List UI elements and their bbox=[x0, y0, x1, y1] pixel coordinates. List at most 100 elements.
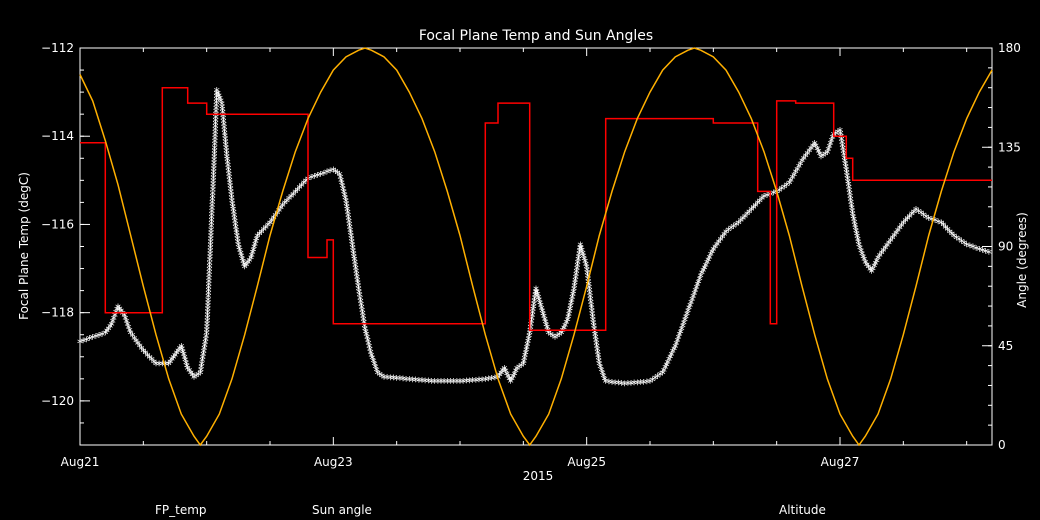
fp-temp-point: * bbox=[688, 297, 694, 311]
fp-temp-point: * bbox=[121, 310, 127, 324]
fp-temp-point: * bbox=[609, 377, 615, 391]
series-layer: * * * * * * * * * * * * * * * * * * * * * * * * * * * * * * * * * * * * * * * *… bbox=[77, 47, 993, 447]
fp-temp-point: * bbox=[679, 323, 685, 337]
x-tick-label: Aug21 bbox=[61, 455, 100, 469]
fp-temp-point: * bbox=[286, 193, 292, 207]
fp-temp-point: * bbox=[225, 160, 231, 174]
fp-temp-point: * bbox=[198, 361, 204, 375]
fp-temp-point: * bbox=[357, 290, 363, 304]
fp-temp-point: * bbox=[377, 369, 383, 383]
fp-temp-point: * bbox=[657, 369, 663, 383]
fp-temp-point: * bbox=[251, 242, 257, 256]
fp-temp-point: * bbox=[197, 367, 203, 381]
fp-temp-point: * bbox=[284, 195, 290, 209]
fp-temp-point: * bbox=[232, 213, 238, 227]
fp-temp-point: * bbox=[83, 334, 89, 348]
fp-temp-point: * bbox=[222, 131, 228, 145]
fp-temp-point: * bbox=[349, 237, 355, 251]
fp-temp-point: * bbox=[346, 216, 352, 230]
fp-temp-point: * bbox=[349, 240, 355, 254]
fp-temp-point: * bbox=[846, 185, 852, 199]
fp-temp-point: * bbox=[204, 328, 210, 342]
fp-temp-point: * bbox=[209, 215, 215, 229]
fp-temp-point: * bbox=[189, 370, 195, 384]
fp-temp-point: * bbox=[573, 272, 579, 286]
fp-temp-point: * bbox=[964, 240, 970, 254]
fp-temp-point: * bbox=[839, 137, 845, 151]
fp-temp-point: * bbox=[340, 184, 346, 198]
fp-temp-point: * bbox=[351, 254, 357, 268]
fp-temp-point: * bbox=[205, 306, 211, 320]
fp-temp-point: * bbox=[229, 195, 235, 209]
fp-temp-point: * bbox=[848, 194, 854, 208]
fp-temp-point: * bbox=[249, 250, 255, 264]
fp-temp-point: * bbox=[486, 373, 492, 387]
fp-temp-point: * bbox=[294, 184, 300, 198]
fp-temp-point: * bbox=[718, 234, 724, 248]
fp-temp-point: * bbox=[899, 220, 905, 234]
fp-temp-point: * bbox=[531, 298, 537, 312]
fp-temp-point: * bbox=[209, 209, 215, 223]
fp-temp-point: * bbox=[204, 316, 210, 330]
fp-temp-point: * bbox=[489, 373, 495, 387]
fp-temp-point: * bbox=[254, 231, 260, 245]
fp-temp-point: * bbox=[583, 259, 589, 273]
fp-temp-point: * bbox=[228, 190, 234, 204]
fp-temp-point: * bbox=[585, 270, 591, 284]
fp-temp-point: * bbox=[379, 370, 385, 384]
fp-temp-point: * bbox=[845, 179, 851, 193]
fp-temp-point: * bbox=[248, 253, 254, 267]
fp-temp-point: * bbox=[854, 228, 860, 242]
fp-temp-point: * bbox=[935, 216, 941, 230]
fp-temp-point: * bbox=[276, 205, 282, 219]
fp-temp-point: * bbox=[584, 264, 590, 278]
fp-temp-point: * bbox=[348, 228, 354, 242]
fp-temp-point: * bbox=[207, 252, 213, 266]
fp-temp-point: * bbox=[603, 376, 609, 390]
fp-temp-point: * bbox=[810, 141, 816, 155]
fp-temp-point: * bbox=[844, 167, 850, 181]
fp-temp-point: * bbox=[565, 314, 571, 328]
legend-sun-angle: Sun angle bbox=[312, 503, 372, 517]
fp-temp-point: * bbox=[550, 331, 556, 345]
fp-temp-point: * bbox=[543, 319, 549, 333]
fp-temp-point: * bbox=[235, 240, 241, 254]
fp-temp-point: * bbox=[638, 377, 644, 391]
fp-temp-point: * bbox=[205, 288, 211, 302]
fp-temp-point: * bbox=[208, 218, 214, 232]
fp-temp-point: * bbox=[814, 143, 820, 157]
fp-temp-point: * bbox=[360, 308, 366, 322]
fp-temp-point: * bbox=[224, 148, 230, 162]
fp-temp-point: * bbox=[416, 375, 422, 389]
fp-temp-point: * bbox=[77, 337, 83, 351]
fp-temp-point: * bbox=[504, 368, 510, 382]
fp-temp-point: * bbox=[208, 230, 214, 244]
fp-temp-point: * bbox=[354, 272, 360, 286]
fp-temp-point: * bbox=[534, 286, 540, 300]
fp-temp-point: * bbox=[347, 222, 353, 236]
fp-temp-point: * bbox=[575, 257, 581, 271]
fp-temp-point: * bbox=[911, 206, 917, 220]
fp-temp-point: * bbox=[554, 331, 560, 345]
fp-temp-point: * bbox=[205, 303, 211, 317]
fp-temp-point: * bbox=[221, 122, 227, 136]
fp-temp-point: * bbox=[589, 306, 595, 320]
fp-temp-point: * bbox=[612, 377, 618, 391]
fp-temp-point: * bbox=[145, 350, 151, 364]
fp-temp-point: * bbox=[882, 243, 888, 257]
fp-temp-point: * bbox=[615, 378, 621, 392]
fp-temp-point: * bbox=[208, 221, 214, 235]
fp-temp-point: * bbox=[764, 190, 770, 204]
fp-temp-point: * bbox=[232, 216, 238, 230]
fp-temp-point: * bbox=[513, 366, 519, 380]
fp-temp-point: * bbox=[736, 217, 742, 231]
fp-temp-point: * bbox=[231, 207, 237, 221]
fp-temp-point: * bbox=[149, 354, 155, 368]
fp-temp-point: * bbox=[381, 372, 387, 386]
fp-temp-point: * bbox=[210, 170, 216, 184]
fp-temp-point: * bbox=[864, 259, 870, 273]
fp-temp-point: * bbox=[625, 378, 631, 392]
fp-temp-point: * bbox=[866, 262, 872, 276]
fp-temp-point: * bbox=[682, 314, 688, 328]
fp-temp-point: * bbox=[851, 217, 857, 231]
